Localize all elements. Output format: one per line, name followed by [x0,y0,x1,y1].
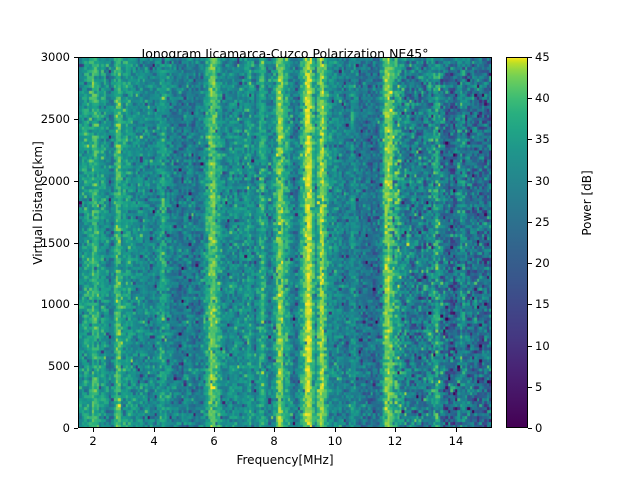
colorbar-tick-mark [528,222,532,223]
y-tick-mark [74,304,78,305]
y-axis-label: Virtual Distance[km] [31,141,45,265]
colorbar-tick-label: 35 [535,132,550,146]
y-tick-label: 2500 [40,112,70,126]
colorbar-tick-mark [528,346,532,347]
y-tick-mark [74,243,78,244]
x-tick-label: 12 [387,434,403,448]
colorbar-tick-mark [528,263,532,264]
y-tick-label: 2000 [40,174,70,188]
x-tick-label: 4 [150,434,158,448]
x-tick-label: 14 [448,434,464,448]
x-tick-mark [456,428,457,432]
colorbar-tick-mark [528,181,532,182]
x-axis-label: Frequency[MHz] [236,453,334,467]
x-tick-label: 6 [210,434,218,448]
colorbar-tick-label: 10 [535,339,550,353]
x-tick-label: 10 [327,434,343,448]
colorbar-label: Power [dB] [580,170,594,236]
y-tick-label: 0 [62,421,70,435]
colorbar-tick-mark [528,428,532,429]
x-tick-label: 8 [270,434,278,448]
colorbar-tick-label: 5 [535,380,543,394]
colorbar-tick-label: 15 [535,297,550,311]
colorbar-tick-label: 20 [535,256,550,270]
y-tick-label: 3000 [40,50,70,64]
x-tick-mark [395,428,396,432]
colorbar-tick-mark [528,98,532,99]
y-tick-label: 1500 [40,236,70,250]
colorbar-tick-mark [528,139,532,140]
colorbar-tick-label: 25 [535,215,550,229]
x-tick-mark [93,428,94,432]
colorbar-tick-label: 0 [535,421,543,435]
x-tick-label: 2 [89,434,97,448]
colorbar-tick-label: 30 [535,174,550,188]
colorbar-tick-mark [528,304,532,305]
x-tick-mark [335,428,336,432]
y-tick-mark [74,119,78,120]
colorbar-tick-mark [528,387,532,388]
colorbar [506,57,528,428]
y-tick-mark [74,181,78,182]
colorbar-tick-label: 40 [535,91,550,105]
y-tick-mark [74,57,78,58]
x-tick-mark [274,428,275,432]
y-tick-mark [74,428,78,429]
colorbar-tick-mark [528,57,532,58]
ionogram-heatmap [79,58,491,427]
x-tick-mark [214,428,215,432]
y-tick-mark [74,366,78,367]
plot-area [78,57,492,428]
x-tick-mark [154,428,155,432]
y-tick-label: 500 [48,359,70,373]
colorbar-tick-label: 45 [535,50,550,64]
y-tick-label: 1000 [40,297,70,311]
